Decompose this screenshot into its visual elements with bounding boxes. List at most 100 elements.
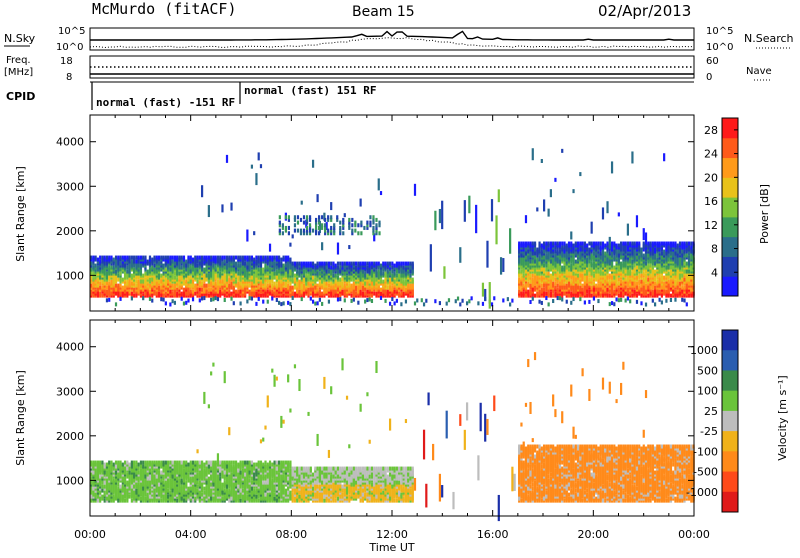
power-cell [267, 256, 269, 260]
power-cell [203, 268, 205, 272]
power-cell [328, 288, 330, 292]
power-cell [656, 280, 658, 284]
power-cell [593, 282, 595, 286]
power-cell [255, 260, 257, 264]
power-colorbar-swatch [722, 256, 738, 276]
power-cell [190, 256, 192, 260]
power-cell [151, 299, 153, 303]
power-cell [398, 274, 400, 278]
power-cell [181, 266, 183, 270]
power-cell [586, 294, 588, 298]
power-cell [212, 297, 214, 301]
power-cell [484, 289, 486, 301]
power-cell [520, 242, 522, 246]
power-cell [434, 211, 436, 230]
power-cell [142, 296, 144, 300]
power-cell [631, 242, 633, 246]
power-cell [446, 302, 448, 306]
power-cell [382, 280, 384, 284]
power-cell [292, 286, 294, 290]
freq-tick-top: 18 [60, 56, 73, 67]
power-cell [208, 205, 210, 217]
power-cell [557, 242, 559, 246]
power-colorbar-label: 12 [704, 219, 718, 232]
power-cell [260, 294, 262, 298]
power-cell [335, 264, 337, 268]
noise-tick-top-right: 10^5 [706, 26, 733, 37]
power-colorbar-label: 28 [704, 124, 718, 137]
power-cell [396, 278, 398, 282]
power-cell [400, 262, 402, 266]
power-cell [249, 256, 251, 260]
power-cell [303, 221, 305, 225]
power-cell [115, 302, 117, 306]
power-cell [570, 301, 572, 305]
power-cell [681, 298, 683, 302]
power-cell [670, 294, 672, 298]
power-cell [258, 152, 260, 160]
power-cell [620, 262, 622, 266]
power-cell [326, 282, 328, 286]
power-cell [579, 172, 581, 176]
power-cell [688, 242, 690, 246]
power-cell [273, 272, 275, 276]
noise-tick-bottom-left: 10^0 [56, 42, 83, 53]
power-cell [131, 256, 133, 260]
power-cell [414, 301, 416, 305]
power-cell [199, 270, 201, 274]
power-cell [686, 254, 688, 258]
power-cell [534, 294, 536, 298]
power-cell [545, 272, 547, 276]
power-cell [258, 256, 260, 260]
noise-tick-top-left: 10^5 [58, 26, 85, 37]
power-cell [541, 244, 543, 248]
power-cell [613, 302, 615, 306]
velocity-cell [115, 471, 117, 475]
power-cell [287, 256, 289, 260]
power-cell [206, 256, 208, 260]
velocity-cell [122, 463, 124, 467]
power-cell [683, 278, 685, 282]
power-cell [319, 272, 321, 276]
power-cell [645, 274, 647, 278]
power-cell [233, 256, 235, 260]
power-cell [140, 256, 142, 260]
power-cell [307, 282, 309, 286]
power-cell [169, 290, 171, 294]
power-cell [115, 284, 117, 288]
power-cell [303, 284, 305, 288]
power-colorbar-swatch [722, 177, 738, 197]
power-cell [348, 245, 350, 249]
power-cell [237, 276, 239, 280]
power-cell [674, 290, 676, 294]
power-cell [668, 272, 670, 276]
power-cell [511, 299, 513, 303]
power-cell [557, 296, 559, 300]
power-cell [679, 282, 681, 286]
power-cell [380, 191, 382, 195]
nave-tick-top: 60 [706, 56, 719, 67]
power-cell [538, 290, 540, 294]
power-cell [201, 288, 203, 292]
power-cell [570, 242, 572, 246]
power-cell [246, 299, 248, 303]
power-cell [113, 266, 115, 270]
power-cell [464, 200, 466, 222]
power-cell [344, 213, 346, 217]
power-cell [591, 268, 593, 272]
power-cell [498, 189, 500, 202]
nave-tick-bottom: 0 [706, 72, 712, 83]
power-cell [545, 242, 547, 246]
power-cell [378, 221, 380, 225]
power-cell [545, 292, 547, 296]
power-cell [609, 237, 611, 249]
power-cell [545, 254, 547, 258]
power-cell [391, 270, 393, 274]
power-cell [346, 262, 348, 266]
power-cell [373, 262, 375, 266]
freq-tick-bottom: 8 [66, 72, 72, 83]
power-cell [212, 264, 214, 268]
power-cell [645, 284, 647, 288]
power-cell [382, 272, 384, 276]
